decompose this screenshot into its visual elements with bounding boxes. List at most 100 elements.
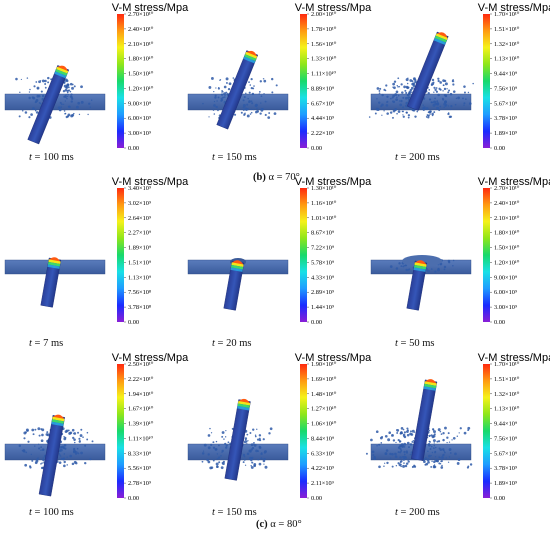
- debris-fragment: [90, 99, 93, 102]
- debris-fragment: [203, 443, 207, 447]
- colorbar-tick-label: 5.78×10⁹: [311, 259, 335, 266]
- debris-fragment: [407, 114, 411, 117]
- debris-fragment: [86, 438, 89, 441]
- debris-fragment: [256, 428, 258, 431]
- debris-fragment: [443, 106, 445, 108]
- debris-fragment: [223, 438, 225, 440]
- debris-fragment: [88, 102, 91, 105]
- debris-fragment: [431, 451, 434, 454]
- debris-fragment: [400, 265, 403, 267]
- debris-fragment: [207, 446, 211, 450]
- projectile-rod: [223, 260, 245, 311]
- debris-fragment: [58, 453, 61, 455]
- debris-fragment: [443, 268, 446, 271]
- debris-fragment: [400, 465, 402, 468]
- debris-fragment: [210, 443, 213, 446]
- debris-fragment: [376, 445, 378, 447]
- debris-fragment: [67, 86, 70, 89]
- debris-fragment: [468, 102, 472, 105]
- debris-fragment: [71, 86, 74, 90]
- colorbar-tick-label: 2.10×10¹⁰: [494, 215, 520, 222]
- debris-fragment: [381, 103, 384, 107]
- colorbar-title: V-M stress/Mpa: [478, 352, 550, 364]
- debris-fragment: [386, 112, 389, 115]
- debris-fragment: [397, 94, 400, 97]
- debris-fragment: [407, 429, 409, 432]
- colorbar-tick-label: 3.40×10⁹: [128, 185, 152, 192]
- colorbar-tick-label: 9.00×10⁹: [494, 274, 518, 281]
- debris-fragment: [35, 100, 38, 103]
- colorbar-tick-label: 7.56×10⁹: [494, 435, 518, 442]
- debris-fragment: [433, 430, 436, 434]
- debris-fragment: [439, 81, 442, 84]
- colorbar-title: V-M stress/Mpa: [478, 176, 550, 188]
- debris-fragment: [452, 90, 456, 93]
- debris-fragment: [31, 96, 34, 99]
- debris-fragment: [443, 93, 447, 97]
- debris-fragment: [252, 108, 255, 111]
- debris-fragment: [215, 440, 218, 443]
- debris-fragment: [73, 112, 75, 115]
- debris-fragment: [449, 452, 452, 454]
- debris-fragment: [379, 87, 382, 90]
- debris-fragment: [376, 87, 380, 90]
- debris-fragment: [436, 100, 439, 103]
- debris-fragment: [439, 105, 442, 108]
- debris-fragment: [63, 84, 67, 88]
- colorbar-title: V-M stress/Mpa: [112, 2, 189, 14]
- debris-fragment: [242, 108, 245, 111]
- debris-fragment: [264, 100, 267, 103]
- debris-fragment: [443, 79, 447, 83]
- debris-fragment: [68, 105, 71, 109]
- colorbar: [117, 364, 124, 498]
- debris-fragment: [412, 82, 416, 86]
- debris-fragment: [425, 107, 429, 110]
- debris-fragment: [400, 99, 403, 103]
- debris-fragment: [62, 103, 65, 106]
- debris-fragment: [209, 427, 211, 430]
- debris-fragment: [430, 465, 433, 468]
- debris-fragment: [243, 114, 245, 116]
- debris-fragment: [255, 110, 258, 114]
- debris-fragment: [429, 110, 432, 113]
- debris-fragment: [38, 447, 41, 450]
- debris-fragment: [395, 441, 397, 444]
- colorbar-tick-label: 1.13×10¹⁰: [494, 406, 520, 413]
- debris-fragment: [384, 434, 388, 438]
- debris-fragment: [447, 91, 450, 94]
- debris-fragment: [24, 463, 28, 467]
- debris-fragment: [64, 112, 67, 115]
- colorbar-tick-label: 1.89×10⁹: [128, 245, 152, 252]
- debris-fragment: [441, 460, 443, 462]
- debris-fragment: [258, 93, 260, 95]
- debris-fragment: [448, 448, 452, 451]
- debris-fragment: [58, 108, 62, 112]
- debris-fragment: [212, 446, 216, 449]
- colorbar-tick-label: 1.11×10¹⁰: [128, 435, 154, 442]
- debris-fragment: [76, 447, 79, 450]
- stress-hotspot: [414, 260, 427, 266]
- debris-fragment: [455, 97, 458, 100]
- colorbar-tick-label: 8.67×10⁹: [311, 230, 335, 237]
- debris-fragment: [29, 465, 32, 468]
- colorbar-tick-label: 1.01×10¹⁰: [311, 215, 337, 222]
- debris-fragment: [246, 103, 249, 106]
- debris-fragment: [448, 441, 451, 443]
- debris-fragment: [57, 106, 61, 110]
- debris-fragment: [41, 448, 45, 452]
- debris-fragment: [65, 429, 69, 433]
- debris-fragment: [19, 91, 21, 93]
- colorbar-title: V-M stress/Mpa: [295, 2, 372, 14]
- debris-fragment: [232, 77, 235, 79]
- debris-fragment: [456, 435, 459, 438]
- debris-fragment: [211, 77, 214, 80]
- debris-fragment: [370, 438, 373, 442]
- debris-fragment: [80, 85, 83, 89]
- debris-fragment: [434, 451, 437, 454]
- debris-fragment: [440, 458, 443, 461]
- debris-fragment: [452, 259, 455, 262]
- debris-fragment: [91, 440, 94, 443]
- debris-fragment: [407, 96, 410, 100]
